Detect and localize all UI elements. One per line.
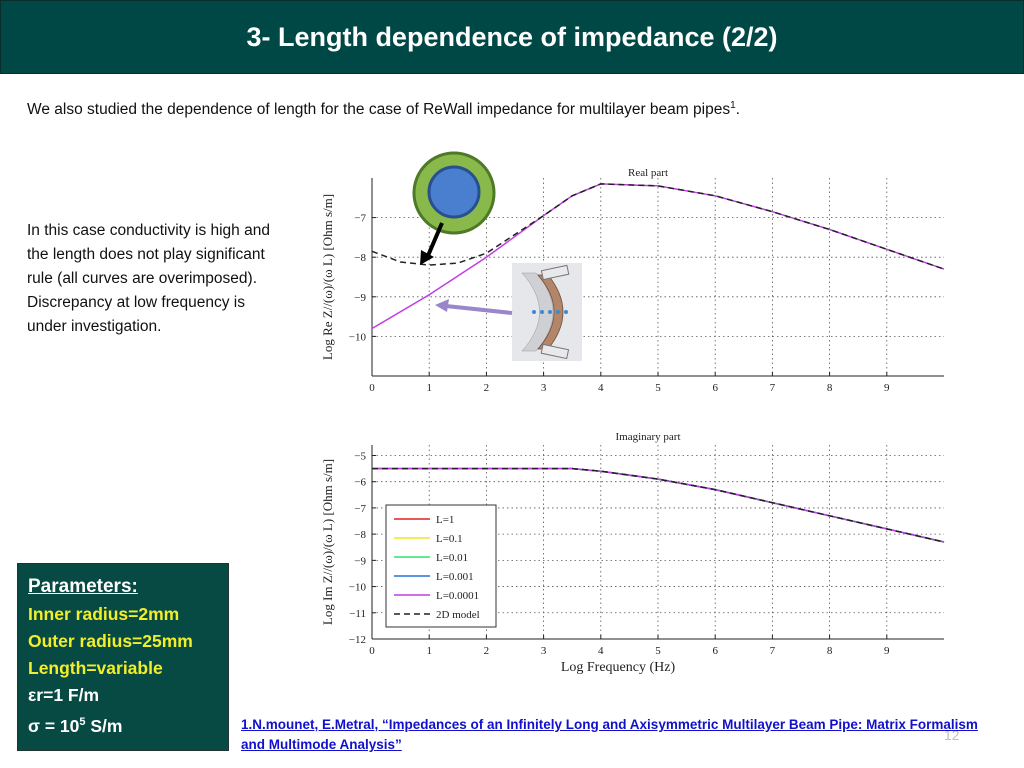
legend-box: [385, 504, 497, 628]
x-tick-label: 5: [655, 382, 661, 394]
chart-title: Real part: [628, 167, 668, 179]
page-number: 12: [944, 727, 960, 743]
param-permittivity: εr=1 F/m: [28, 685, 100, 705]
param-outer-radius: Outer radius=25mm: [28, 631, 193, 651]
intro-footnote-marker: 1: [730, 100, 736, 111]
y-tick-label: −11: [349, 608, 366, 620]
plots-figure: 0 1 2 3 4 5 6 7 8 9 −7 −8 −9 −10 Real part Log Re Z//(ω…: [320, 167, 945, 675]
x-tick-label: 1: [426, 382, 432, 394]
x-tick-label: 1: [426, 645, 432, 657]
slide-title: 3- Length dependence of impedance (2/2): [246, 21, 778, 52]
y-tick-label: −6: [354, 477, 366, 489]
series-line-2d-model: [371, 183, 945, 270]
y-axis-label: Log Re Z//(ω)/(ω L) [Ohm s/m]: [320, 194, 335, 360]
legend-label: L=0.0001: [436, 590, 479, 602]
x-axis-label: Log Frequency (Hz): [561, 660, 676, 675]
reference-link[interactable]: 1.N.mounet, E.Metral, “Impedances of an …: [241, 717, 978, 752]
purple-arrow-icon: [435, 299, 513, 315]
imaginary-part-chart: 0 1 2 3 4 5 6 7 8 9 −5 −6 −7 −8 −9 −10 −11 −12 Imaginary p…: [320, 431, 945, 675]
sigma-prefix: σ = 10: [28, 715, 80, 736]
x-tick-label: 8: [827, 382, 833, 394]
parameters-box: Parameters: Inner radius=2mm Outer radiu…: [17, 563, 229, 751]
legend-label: L=0.001: [436, 571, 474, 583]
legend: L=1 L=0.1 L=0.01 L=0.001 L=0.0001 2D model: [385, 504, 497, 628]
x-tick-label: 5: [655, 645, 661, 657]
x-tick-label: 0: [369, 382, 375, 394]
y-tick-label: −8: [354, 252, 366, 264]
y-tick-label: −9: [354, 292, 366, 304]
param-length: Length=variable: [28, 658, 163, 678]
intro-text: We also studied the dependence of length…: [27, 100, 740, 119]
x-tick-label: 9: [884, 645, 890, 657]
intro-end: .: [735, 101, 740, 119]
y-tick-label: −8: [354, 529, 366, 541]
pipe-model-icon: [512, 263, 582, 361]
chart-title: Imaginary part: [615, 431, 680, 443]
real-part-chart: 0 1 2 3 4 5 6 7 8 9 −7 −8 −9 −10 Real part Log Re Z//(ω…: [320, 167, 945, 394]
y-tick-label: −10: [349, 582, 367, 594]
legend-label: 2D model: [436, 609, 480, 621]
x-tick-label: 4: [598, 645, 604, 657]
x-tick-label: 6: [712, 645, 718, 657]
intro-body: We also studied the dependence of length…: [27, 101, 731, 119]
y-tick-label: −5: [354, 450, 366, 462]
series-line-2d-model: [372, 467, 945, 543]
x-tick-label: 8: [827, 645, 833, 657]
y-tick-label: −7: [354, 213, 366, 225]
black-arrow-icon: [420, 222, 444, 265]
y-tick-label: −9: [354, 555, 366, 567]
y-tick-label: −7: [354, 503, 366, 515]
x-tick-label: 4: [598, 382, 604, 394]
parameters-title: Parameters:: [28, 576, 138, 597]
x-tick-label: 0: [369, 645, 375, 657]
x-tick-label: 2: [484, 382, 490, 394]
sigma-unit: S/m: [85, 715, 123, 736]
x-tick-label: 9: [884, 382, 890, 394]
x-tick-label: 7: [770, 645, 776, 657]
x-tick-label: 3: [541, 382, 547, 394]
y-tick-label: −12: [349, 634, 366, 646]
param-inner-radius: Inner radius=2mm: [28, 604, 180, 624]
legend-label: L=1: [436, 514, 454, 526]
y-tick-label: −10: [349, 331, 367, 343]
x-tick-label: 2: [484, 645, 490, 657]
y-axis-label: Log Im Z//(ω)/(ω L) [Ohm s/m]: [320, 459, 335, 625]
x-tick-label: 3: [541, 645, 547, 657]
sigma-exponent: 5: [79, 716, 86, 728]
pipe-cross-section-icon: [412, 151, 496, 235]
title-bar: 3- Length dependence of impedance (2/2): [0, 0, 1024, 74]
param-conductivity: σ = 105 S/m: [28, 709, 218, 740]
legend-label: L=0.01: [436, 552, 468, 564]
x-tick-label: 7: [770, 382, 776, 394]
x-tick-label: 6: [712, 382, 718, 394]
legend-label: L=0.1: [436, 533, 463, 545]
side-explanation: In this case conductivity is high and th…: [27, 222, 270, 335]
